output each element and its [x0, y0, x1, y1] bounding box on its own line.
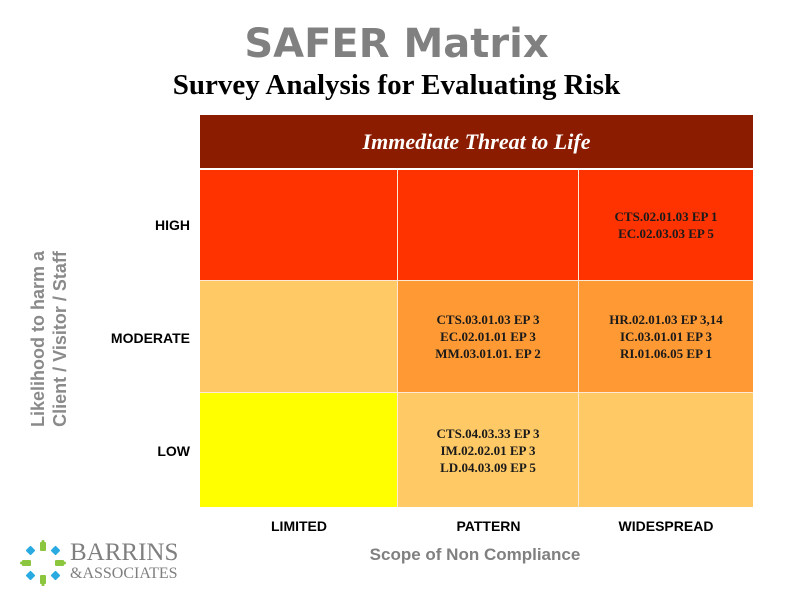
- cell-high-pattern: [398, 170, 579, 281]
- row-label-low: LOW: [157, 443, 190, 459]
- standard-code: RI.01.06.05 EP 1: [619, 346, 713, 361]
- standard-code: CTS.04.03.33 EP 3: [436, 425, 540, 441]
- standard-code: MM.03.01.01. EP 2: [435, 346, 541, 361]
- standard-code: IC.03.01.01 EP 3: [619, 329, 713, 344]
- row-label-moderate: MODERATE: [110, 330, 190, 346]
- page-subtitle: Survey Analysis for Evaluating Risk: [172, 69, 621, 101]
- row-label-high: HIGH: [155, 217, 190, 233]
- standard-code: IM.02.02.01 EP 3: [440, 442, 536, 458]
- barrins-logo: BARRINS &ASSOCIATES: [20, 538, 195, 588]
- standard-code: CTS.03.01.03 EP 3: [436, 312, 540, 327]
- standard-code: CTS.02.01.03 EP 1: [614, 209, 718, 224]
- logo-name: BARRINS: [70, 539, 179, 566]
- standard-code: HR.02.01.03 EP 3,14: [609, 312, 723, 327]
- cell-moderate-widespread: HR.02.01.03 EP 3,14 IC.03.01.01 EP 3 RI.…: [579, 281, 753, 393]
- x-axis-title: Scope of Non Compliance: [369, 545, 581, 564]
- risk-matrix: CTS.02.01.03 EP 1 EC.02.03.03 EP 5 CTS.0…: [200, 170, 753, 507]
- logo-subname: &ASSOCIATES: [70, 565, 178, 582]
- standard-code: EC.02.01.01 EP 3: [440, 329, 536, 344]
- y-axis-title-line2: Client / Visitor / Staff: [50, 251, 70, 427]
- col-label-limited: LIMITED: [271, 518, 327, 534]
- standard-code: EC.02.03.03 EP 5: [618, 226, 714, 241]
- cell-low-widespread: [579, 393, 753, 507]
- cell-high-widespread: CTS.02.01.03 EP 1 EC.02.03.03 EP 5: [579, 170, 753, 281]
- immediate-threat-header: Immediate Threat to Life: [200, 115, 753, 168]
- cell-moderate-pattern: CTS.03.01.03 EP 3 EC.02.01.01 EP 3 MM.03…: [398, 281, 579, 393]
- standard-code: LD.04.03.09 EP 5: [440, 459, 536, 475]
- cell-high-limited: [200, 170, 398, 281]
- cell-low-limited: [200, 393, 398, 507]
- people-circle-icon: [20, 540, 66, 586]
- cell-low-pattern: CTS.04.03.33 EP 3 IM.02.02.01 EP 3 LD.04…: [398, 393, 579, 507]
- col-label-pattern: PATTERN: [456, 518, 521, 534]
- y-axis-title-line1: Likelihood to harm a: [28, 250, 48, 428]
- cell-moderate-limited: [200, 281, 398, 393]
- page-title: SAFER Matrix: [244, 21, 549, 67]
- col-label-widespread: WIDESPREAD: [618, 518, 714, 534]
- header-label: Immediate Threat to Life: [362, 128, 591, 154]
